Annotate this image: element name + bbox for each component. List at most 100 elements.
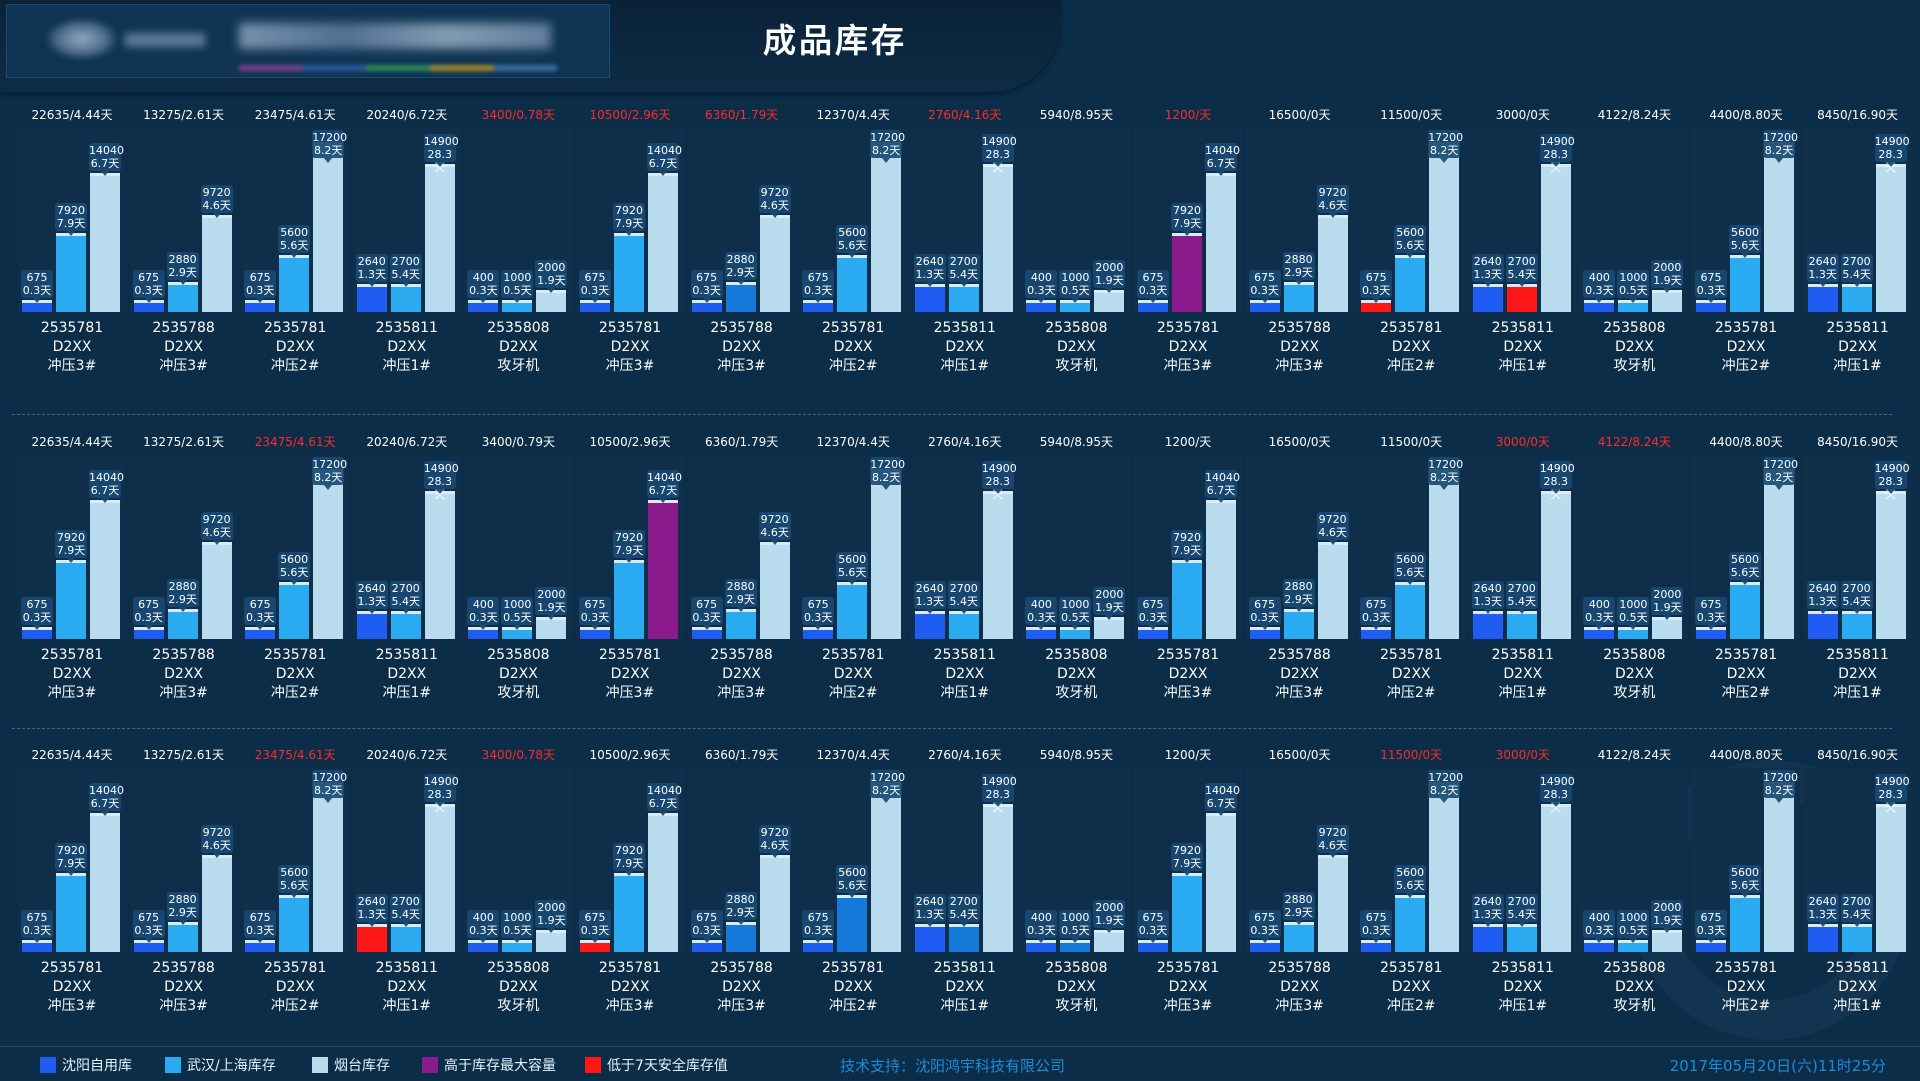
bar-yantai[interactable]: 17200 8.2天 [870, 130, 905, 312]
bar-shenyang[interactable]: 2640 1.3天 [355, 894, 388, 952]
bar-yantai[interactable]: 14900 28.3天 [1874, 774, 1910, 952]
bar-yantai[interactable]: 9720 4.6天 [1316, 512, 1349, 639]
bar-shenyang[interactable]: 2640 1.3天 [355, 254, 388, 312]
bar-wuhan-shanghai[interactable]: 5600 5.6天 [1394, 865, 1427, 952]
bar-wuhan-shanghai[interactable]: 5600 5.6天 [1729, 225, 1761, 312]
bar-wuhan-shanghai[interactable]: 5600 5.6天 [278, 865, 311, 952]
bar-wuhan-shanghai[interactable]: 1000 0.5天 [1617, 597, 1650, 639]
bar-wuhan-shanghai[interactable]: 2880 2.9天 [1282, 579, 1315, 639]
inventory-card[interactable]: 20240/6.72天 2640 1.3天 2700 5.4天 14900 28.3天 253… [351, 433, 463, 738]
bar-yantai[interactable]: 17200 8.2天 [870, 457, 905, 639]
bar-wuhan-shanghai[interactable]: 5600 5.6天 [278, 225, 311, 312]
inventory-card[interactable]: 12370/4.4天 675 0.3天 5600 5.6天 17200 8.2天 253578… [797, 106, 909, 411]
bar-wuhan-shanghai[interactable]: 2880 2.9天 [166, 892, 199, 952]
bar-yantai[interactable]: 14900 28.3天 [1539, 461, 1575, 639]
bar-shenyang[interactable]: 400 0.3天 [1583, 597, 1616, 639]
inventory-card[interactable]: 13275/2.61天 675 0.3天 2880 2.9天 9720 4.6天 253578… [128, 433, 240, 738]
bar-shenyang[interactable]: 675 0.3天 [802, 597, 835, 639]
inventory-card[interactable]: 6360/1.79天 675 0.3天 2880 2.9天 9720 4.6天 2535788… [686, 106, 798, 411]
bar-yantai[interactable]: 17200 8.2天 [312, 770, 347, 952]
bar-wuhan-shanghai[interactable]: 5600 5.6天 [1729, 865, 1761, 952]
bar-yantai[interactable]: 2000 1.9天 [1093, 587, 1126, 639]
bar-shenyang[interactable]: 400 0.3天 [1025, 910, 1058, 952]
bar-shenyang[interactable]: 675 0.3天 [579, 270, 611, 312]
bar-wuhan-shanghai[interactable]: 2700 5.4天 [389, 894, 422, 952]
bar-shenyang[interactable]: 2640 1.3天 [1471, 254, 1504, 312]
bar-shenyang[interactable]: 2640 1.3天 [355, 581, 388, 639]
inventory-card[interactable]: 13275/2.61天 675 0.3天 2880 2.9天 9720 4.6天 253578… [128, 106, 240, 411]
bar-wuhan-shanghai[interactable]: 1000 0.5天 [1617, 270, 1650, 312]
bar-wuhan-shanghai[interactable]: 1000 0.5天 [1617, 910, 1650, 952]
bar-yantai[interactable]: 2000 1.9天 [535, 260, 568, 312]
bar-yantai[interactable]: 17200 8.2天 [312, 130, 347, 312]
inventory-card[interactable]: 3000/0天 2640 1.3天 2700 5.4天 14900 28.3天 2535811… [1467, 746, 1579, 1051]
bar-shenyang[interactable]: 400 0.3天 [467, 270, 500, 312]
bar-yantai[interactable]: 14900 28.3天 [981, 461, 1017, 639]
bar-wuhan-shanghai[interactable]: 5600 5.6天 [1729, 552, 1761, 639]
bar-wuhan-shanghai[interactable]: 2700 5.4天 [947, 581, 980, 639]
bar-wuhan-shanghai[interactable]: 2880 2.9天 [1282, 892, 1315, 952]
bar-shenyang[interactable]: 675 0.3天 [1137, 270, 1169, 312]
inventory-card[interactable]: 13275/2.61天 675 0.3天 2880 2.9天 9720 4.6天 253578… [128, 746, 240, 1051]
bar-yantai[interactable]: 14900 28.3天 [1539, 134, 1575, 312]
bar-shenyang[interactable]: 675 0.3天 [802, 910, 835, 952]
bar-yantai[interactable]: 2000 1.9天 [1651, 900, 1684, 952]
inventory-card[interactable]: 16500/0天 675 0.3天 2880 2.9天 9720 4.6天 2535788 D2… [1244, 433, 1356, 738]
bar-wuhan-shanghai[interactable]: 2880 2.9天 [166, 252, 199, 312]
bar-wuhan-shanghai[interactable]: 2700 5.4天 [389, 254, 422, 312]
bar-wuhan-shanghai[interactable]: 1000 0.5天 [1059, 270, 1092, 312]
inventory-card[interactable]: 23475/4.61天 675 0.3天 5600 5.6天 17200 8.2天 25357… [239, 746, 351, 1051]
bar-shenyang[interactable]: 675 0.3天 [579, 597, 611, 639]
bar-yantai[interactable]: 14040 6.7天 [1205, 143, 1240, 312]
bar-shenyang[interactable]: 2640 1.3天 [1471, 581, 1504, 639]
bar-yantai[interactable]: 14900 28.3天 [423, 774, 459, 952]
inventory-card[interactable]: 20240/6.72天 2640 1.3天 2700 5.4天 14900 28.3天 253… [351, 746, 463, 1051]
bar-wuhan-shanghai[interactable]: 2700 5.4天 [947, 894, 980, 952]
bar-wuhan-shanghai[interactable]: 2880 2.9天 [166, 579, 199, 639]
bar-wuhan-shanghai[interactable]: 5600 5.6天 [278, 552, 311, 639]
bar-shenyang[interactable]: 675 0.3天 [1360, 910, 1393, 952]
inventory-card[interactable]: 3400/0.78天 400 0.3天 1000 0.5天 2000 1.9天 2535808… [462, 746, 574, 1051]
bar-yantai[interactable]: 14900 28.3天 [1539, 774, 1575, 952]
bar-shenyang[interactable]: 675 0.3天 [1137, 597, 1169, 639]
bar-wuhan-shanghai[interactable]: 1000 0.5天 [501, 910, 534, 952]
bar-yantai[interactable]: 9720 4.6天 [1316, 825, 1349, 952]
bar-shenyang[interactable]: 400 0.3天 [1583, 910, 1616, 952]
bar-wuhan-shanghai[interactable]: 7920 7.9天 [1171, 843, 1203, 952]
bar-shenyang[interactable]: 400 0.3天 [467, 910, 500, 952]
bar-shenyang[interactable]: 675 0.3天 [1695, 910, 1727, 952]
bar-yantai[interactable]: 14040 6.7天 [89, 783, 124, 952]
bar-yantai[interactable]: 14040 6.7天 [89, 143, 124, 312]
inventory-card[interactable]: 3000/0天 2640 1.3天 2700 5.4天 14900 28.3天 2535811… [1467, 433, 1579, 738]
bar-yantai[interactable]: 2000 1.9天 [1093, 260, 1126, 312]
bar-wuhan-shanghai[interactable]: 5600 5.6天 [836, 552, 869, 639]
inventory-card[interactable]: 5940/8.95天 400 0.3天 1000 0.5天 2000 1.9天 2535808… [1020, 746, 1132, 1051]
bar-yantai[interactable]: 2000 1.9天 [1651, 260, 1684, 312]
bar-wuhan-shanghai[interactable]: 7920 7.9天 [1171, 203, 1203, 312]
bar-wuhan-shanghai[interactable]: 2880 2.9天 [1282, 252, 1315, 312]
inventory-card[interactable]: 11500/0天 675 0.3天 5600 5.6天 17200 8.2天 2535781 D… [1355, 106, 1467, 411]
bar-shenyang[interactable]: 675 0.3天 [1137, 910, 1169, 952]
bar-wuhan-shanghai[interactable]: 2700 5.4天 [1505, 894, 1538, 952]
inventory-card[interactable]: 10500/2.96天 675 0.3天 7920 7.9天 14040 6.7天 25357… [574, 106, 686, 411]
bar-wuhan-shanghai[interactable]: 2700 5.4天 [1840, 894, 1873, 952]
inventory-card[interactable]: 4400/8.80天 675 0.3天 5600 5.6天 17200 8.2天 253578… [1690, 106, 1802, 411]
inventory-card[interactable]: 22635/4.44天 675 0.3天 7920 7.9天 14040 6.7天 25357… [16, 746, 128, 1051]
inventory-card[interactable]: 6360/1.79天 675 0.3天 2880 2.9天 9720 4.6天 2535788… [686, 746, 798, 1051]
bar-wuhan-shanghai[interactable]: 7920 7.9天 [55, 203, 87, 312]
bar-wuhan-shanghai[interactable]: 7920 7.9天 [613, 203, 645, 312]
inventory-card[interactable]: 1200/天 675 0.3天 7920 7.9天 14040 6.7天 2535781 D2X… [1132, 433, 1244, 738]
bar-wuhan-shanghai[interactable]: 2700 5.4天 [1505, 254, 1538, 312]
inventory-card[interactable]: 1200/天 675 0.3天 7920 7.9天 14040 6.7天 2535781 D2X… [1132, 746, 1244, 1051]
bar-shenyang[interactable]: 675 0.3天 [1360, 597, 1393, 639]
bar-wuhan-shanghai[interactable]: 2880 2.9天 [724, 252, 757, 312]
bar-wuhan-shanghai[interactable]: 2700 5.4天 [1840, 254, 1873, 312]
inventory-card[interactable]: 4122/8.24天 400 0.3天 1000 0.5天 2000 1.9天 2535808… [1578, 433, 1690, 738]
inventory-card[interactable]: 22635/4.44天 675 0.3天 7920 7.9天 14040 6.7天 25357… [16, 106, 128, 411]
bar-yantai[interactable]: 17200 8.2天 [1428, 130, 1463, 312]
bar-wuhan-shanghai[interactable]: 2700 5.4天 [1840, 581, 1873, 639]
inventory-card[interactable]: 23475/4.61天 675 0.3天 5600 5.6天 17200 8.2天 25357… [239, 106, 351, 411]
bar-shenyang[interactable]: 2640 1.3天 [913, 894, 946, 952]
inventory-card[interactable]: 4400/8.80天 675 0.3天 5600 5.6天 17200 8.2天 253578… [1690, 746, 1802, 1051]
bar-shenyang[interactable]: 675 0.3天 [1248, 597, 1281, 639]
